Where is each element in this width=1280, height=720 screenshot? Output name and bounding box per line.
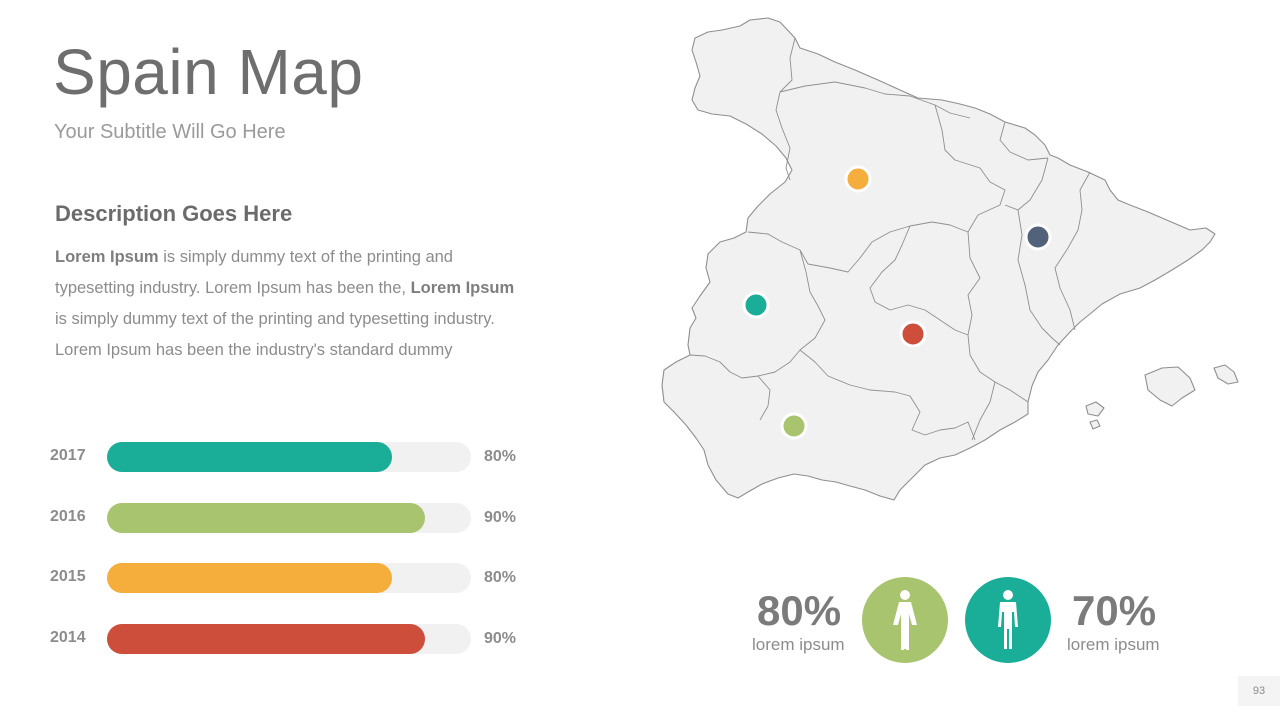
north-marker[interactable] [844, 165, 872, 193]
female-stat-label: lorem ipsum [752, 635, 845, 654]
region-borders [689, 37, 1091, 441]
center-marker[interactable] [899, 320, 927, 348]
bar-percent-label: 90% [484, 509, 517, 526]
bar-percent-label: 80% [484, 569, 517, 586]
description-body: Lorem Ipsum is simply dummy text of the … [55, 242, 525, 366]
bar-year-label: 2016 [50, 508, 86, 525]
bar-track [107, 442, 471, 472]
bar-fill [107, 503, 425, 533]
ibiza [1085, 401, 1105, 417]
formentera [1089, 419, 1101, 430]
male-stat-label: lorem ipsum [1067, 635, 1160, 654]
menorca [1213, 364, 1239, 385]
bar-fill [107, 563, 392, 593]
male-person-icon [998, 590, 1018, 649]
bar-row-2017: 2017 80% [50, 442, 530, 472]
female-stat-circle [862, 577, 948, 663]
bar-track [107, 503, 471, 533]
slide-title: Spain Map [53, 36, 364, 108]
bar-percent-label: 80% [484, 448, 517, 465]
description-heading: Description Goes Here [55, 201, 293, 226]
male-stat-circle [965, 577, 1051, 663]
spain-map [661, 17, 1239, 501]
female-person-icon [893, 590, 917, 650]
page-number: 93 [1238, 676, 1280, 706]
bar-percent-label: 90% [484, 630, 517, 647]
bar-year-label: 2017 [50, 447, 86, 464]
bar-row-2016: 2016 90% [50, 503, 530, 533]
west-marker[interactable] [742, 291, 770, 319]
bar-year-label: 2014 [50, 629, 86, 646]
bar-track [107, 624, 471, 654]
bar-row-2015: 2015 80% [50, 563, 530, 593]
slide-subtitle: Your Subtitle Will Go Here [54, 121, 286, 143]
northeast-marker[interactable] [1024, 223, 1052, 251]
female-stat-value: 80% [757, 587, 842, 634]
description-text: is simply dummy text of the printing and… [55, 248, 453, 297]
bar-track [107, 563, 471, 593]
bar-year-label: 2015 [50, 568, 86, 585]
map-regions [661, 17, 1239, 501]
bar-fill [107, 624, 425, 654]
spain-mainland [661, 17, 1216, 501]
description-bold-text: Lorem Ipsum [55, 248, 159, 266]
south-marker[interactable] [780, 412, 808, 440]
male-stat-value: 70% [1072, 587, 1157, 634]
description-text: is simply dummy text of the printing and… [55, 310, 495, 359]
mallorca [1144, 366, 1196, 407]
description-bold-text: Lorem Ipsum [410, 279, 515, 297]
bar-fill [107, 442, 392, 472]
bar-row-2014: 2014 90% [50, 624, 530, 654]
map-markers [742, 165, 1052, 440]
